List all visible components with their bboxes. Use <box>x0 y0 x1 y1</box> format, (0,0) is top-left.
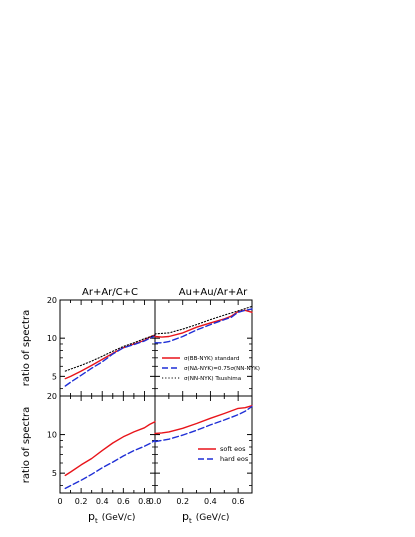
series-line-soft-panel-3 <box>154 405 253 435</box>
legend-label: soft eos <box>220 445 246 453</box>
y-tick-label: 10 <box>47 431 57 440</box>
x-axis-label-right: pt (GeV/c) <box>182 510 229 525</box>
legend-label: σ(NN-NYK) Tsushima <box>184 376 241 382</box>
y-tick-label: 5 <box>52 469 57 478</box>
y-tick-label: 20 <box>47 296 57 305</box>
panels-layer: 5 10 20 5 10 20 0 0.2 0.4 0.6 0.80.0 0.2 0.4 0.6 σ(BB-… <box>47 296 260 506</box>
x-axis-label-left: pt (GeV/c) <box>88 510 135 525</box>
x-tick-label: 0.4 <box>204 497 217 506</box>
x-axis-label-right-p: p <box>182 510 189 523</box>
x-tick-label: 0.2 <box>176 497 189 506</box>
series-line-nn-panel-1 <box>154 305 253 335</box>
x-tick-label: 0.4 <box>96 497 109 506</box>
panel-frame-r1-c1 <box>154 395 253 494</box>
x-axis-label-right-unit: (GeV/c) <box>196 513 230 523</box>
series-line-soft-panel-2 <box>64 421 156 477</box>
series-line-na-panel-0 <box>64 335 156 387</box>
legend-label: hard eos <box>220 455 249 463</box>
x-axis-label-right-sub: t <box>189 517 192 525</box>
y-axis-label-bottom: ratio of spectra <box>21 407 32 483</box>
series-line-hard-panel-2 <box>64 439 156 490</box>
x-tick-label: 0.6 <box>232 497 245 506</box>
x-axis-labels: pt (GeV/c) pt (GeV/c) <box>88 510 229 525</box>
x-tick-label: 0.6 <box>117 497 130 506</box>
y-tick-label: 5 <box>52 372 57 381</box>
x-tick-label: 0.0 <box>149 497 162 506</box>
x-axis-label-left-unit: (GeV/c) <box>102 513 136 523</box>
y-tick-label: 10 <box>47 334 57 343</box>
y-tick-label: 20 <box>47 392 57 401</box>
x-axis-label-left-p: p <box>88 510 95 523</box>
column-title-right: Au+Au/Ar+Ar <box>179 287 248 298</box>
column-titles: Ar+Ar/C+C Au+Au/Ar+Ar <box>82 287 248 298</box>
series-line-hard-panel-3 <box>154 405 253 443</box>
column-title-left: Ar+Ar/C+C <box>82 287 138 298</box>
y-axis-labels: ratio of spectra ratio of spectra <box>21 310 32 483</box>
series-line-nn-panel-0 <box>64 334 156 372</box>
x-tick-label: 0.8 <box>138 497 151 506</box>
legend-label: σ(BB-NYK) standard <box>184 356 240 362</box>
x-tick-label: 0.2 <box>75 497 88 506</box>
y-axis-label-top: ratio of spectra <box>21 310 32 386</box>
series-line-na-panel-1 <box>154 308 253 344</box>
x-axis-label-left-sub: t <box>95 517 98 525</box>
legend-label: σ(NΔ-NYK)=0.75σ(NN-NYK) <box>184 366 260 372</box>
x-tick-label: 0 <box>57 497 62 506</box>
